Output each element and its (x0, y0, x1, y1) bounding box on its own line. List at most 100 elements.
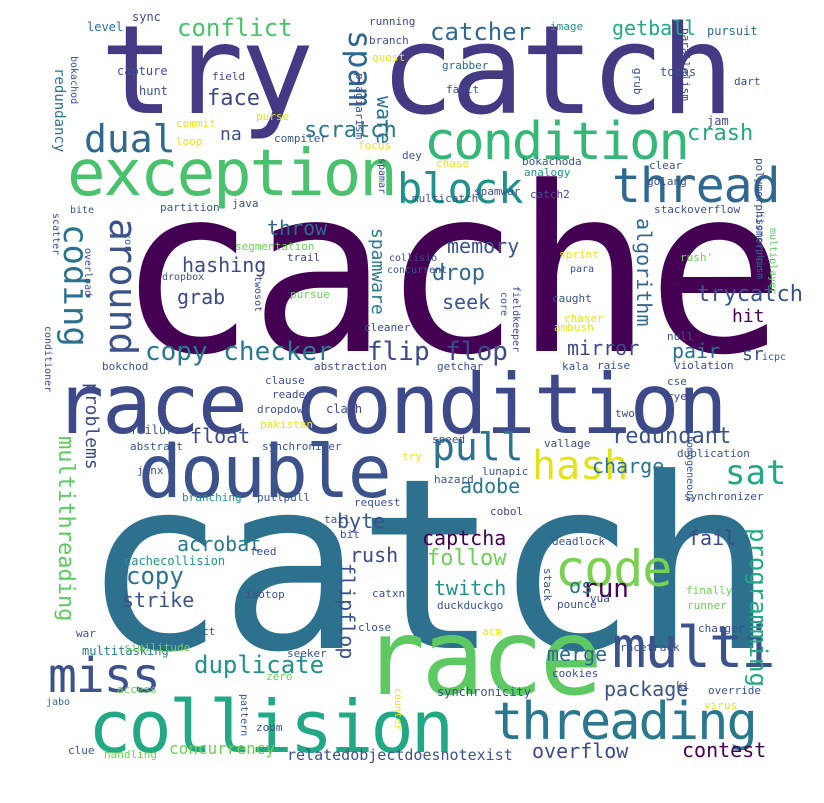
word: duplicate (194, 651, 325, 679)
word: cookies (552, 667, 599, 680)
word: condition (424, 112, 690, 172)
word: fault (446, 83, 480, 96)
word: pakistan (260, 418, 313, 431)
word: quest (372, 51, 406, 64)
word: multithreading (53, 436, 78, 622)
word: bit (340, 528, 360, 541)
word: dart (734, 75, 761, 88)
word: abstract (130, 440, 183, 453)
word: catch (82, 428, 774, 705)
word: feed (250, 545, 277, 558)
word: counter (392, 688, 403, 731)
word: zoom (256, 721, 283, 734)
word: zero (266, 670, 293, 683)
word: ct (202, 625, 216, 638)
word: captcha (422, 526, 507, 550)
word: follow (427, 546, 507, 571)
word: spamware (367, 228, 388, 315)
word: os (569, 574, 594, 598)
word: bokchod (102, 360, 149, 373)
word: stack (541, 568, 554, 602)
word: collisio (389, 253, 438, 264)
word: twitch (434, 576, 507, 600)
word: segmentation (235, 240, 315, 253)
word: memory (447, 234, 520, 258)
word: concurrency (169, 739, 275, 758)
word: ki (676, 679, 690, 692)
word-cloud: cache catch race condition try catch col… (42, 8, 812, 778)
word: two (615, 407, 635, 420)
word: conflict (177, 14, 293, 42)
word: catcher (430, 18, 532, 46)
word: icpc (762, 352, 787, 363)
word: scatter (50, 213, 61, 256)
word: sync (132, 10, 161, 24)
word: float (190, 424, 251, 448)
word: failure (130, 423, 181, 437)
word: strike (122, 588, 195, 612)
word: thread (612, 158, 780, 214)
word: na (220, 124, 242, 145)
word: algorithm (632, 218, 656, 327)
word: seek (442, 290, 491, 314)
word: crash (687, 121, 754, 146)
word: bokachoda (522, 155, 582, 168)
word: speed (432, 433, 466, 446)
word: multiplayer (767, 228, 778, 295)
word: dual (84, 117, 176, 161)
word: racetrack (620, 641, 680, 654)
word: vua (590, 592, 610, 605)
word: acrobat (177, 532, 262, 556)
word: deadlock (552, 535, 605, 548)
word: flipflop (335, 563, 359, 660)
word: request (354, 496, 401, 509)
word: hash (532, 443, 629, 489)
word: bite (70, 205, 95, 216)
word: isotop (245, 588, 285, 601)
word: around (101, 218, 145, 356)
word: adobe (460, 474, 521, 498)
word: golang (647, 175, 687, 188)
word: multicatch (412, 192, 479, 205)
word: code (555, 540, 672, 598)
word: cse (667, 375, 687, 388)
word: similitude (124, 641, 191, 654)
word: sr (742, 344, 764, 365)
word: byte (337, 509, 386, 533)
word: clear (649, 159, 683, 172)
word: redundant (612, 424, 732, 449)
word: jinx (137, 464, 164, 477)
word: grab (177, 285, 226, 309)
word: programming (744, 528, 772, 687)
word: getchar (437, 360, 484, 373)
word: stackoverflow (654, 203, 741, 216)
word: miss (48, 648, 161, 704)
word: seeker (287, 647, 327, 660)
word: hunt (139, 84, 168, 98)
word: dey (402, 149, 422, 162)
word: overload (82, 248, 93, 297)
word: parallelism (679, 28, 692, 101)
word: plagiarism (353, 73, 366, 140)
word: pursue (290, 288, 330, 301)
word: catch2 (530, 188, 570, 201)
word: ambush (554, 321, 594, 334)
word: pull (432, 425, 524, 469)
word: multi (612, 615, 776, 681)
word: capture (117, 64, 168, 78)
word: conditioner (42, 326, 53, 393)
word: fail (688, 526, 737, 550)
word: isomorphism (754, 213, 765, 280)
word: loop (176, 135, 203, 148)
word: branch (369, 34, 409, 47)
word: coding (55, 224, 95, 347)
word: hazard (434, 473, 474, 486)
word: pullpull (257, 491, 310, 504)
word: redundancy (51, 68, 67, 153)
word: runner (687, 599, 727, 612)
word: xor (122, 233, 133, 252)
word: sprint (559, 248, 599, 261)
word: cobol (490, 505, 524, 518)
word: charge (592, 454, 665, 478)
word: trycatch (697, 282, 803, 307)
